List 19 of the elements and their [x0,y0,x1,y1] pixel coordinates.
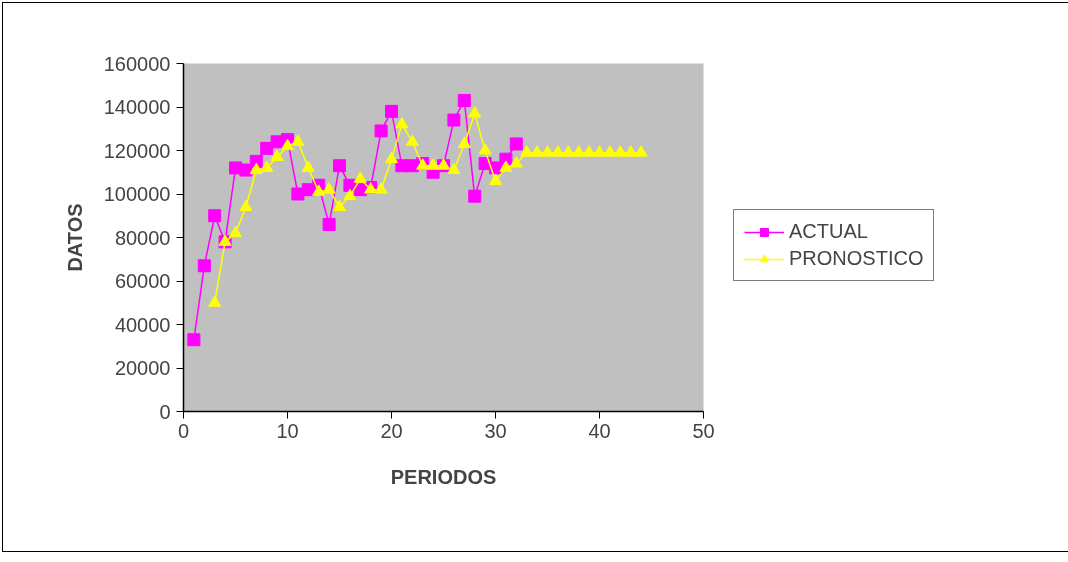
y-tick-label: 80000 [114,226,171,249]
y-tick-label: 20000 [114,357,171,379]
x-tick-label: 10 [276,419,299,442]
x-tick-label: 20 [380,419,403,442]
y-tick-label: 0 [159,400,171,423]
x-tick-label: 0 [177,419,190,442]
legend-label: ACTUAL [789,220,868,243]
y-tick-label: 40000 [114,313,171,336]
y-tick-label: 160000 [103,52,171,75]
y-tick-label: 100000 [103,183,171,205]
y-tick-label: 120000 [103,139,171,162]
y-tick-label: 60000 [114,270,171,292]
x-tick-label: 30 [484,419,507,442]
y-tick-label: 140000 [103,96,171,118]
y-axis-title: DATOS [63,203,86,272]
x-tick-label: 40 [588,419,611,442]
x-tick-label: 50 [692,419,715,442]
x-axis-title: PERIODOS [390,465,497,488]
legend-label: PRONOSTICO [789,247,924,270]
